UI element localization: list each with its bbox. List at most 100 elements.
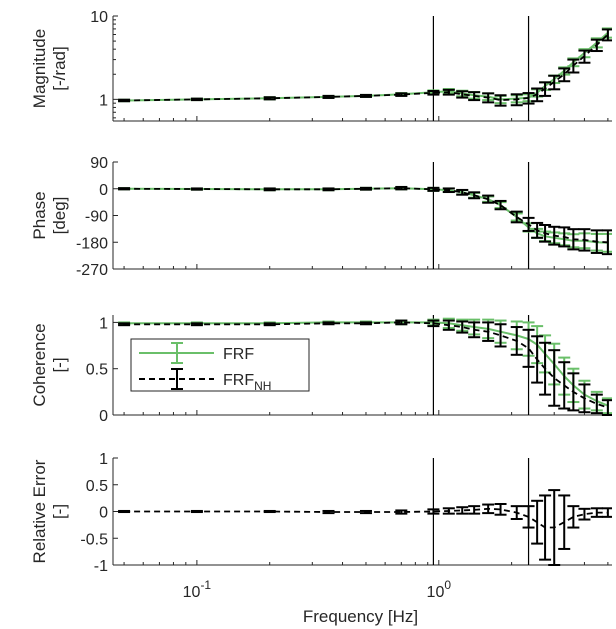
error-bar bbox=[601, 507, 612, 518]
y-tick-label: 0 bbox=[99, 182, 108, 199]
error-bar bbox=[427, 89, 440, 96]
error-bar bbox=[578, 49, 591, 64]
y-tick-label: -270 bbox=[76, 262, 108, 279]
y-tick-label: 1 bbox=[99, 315, 108, 332]
error-bar bbox=[531, 87, 544, 103]
y-tick-label: 1 bbox=[99, 451, 108, 468]
error-bar bbox=[494, 323, 507, 348]
error-bar bbox=[442, 319, 455, 331]
error-bar bbox=[578, 383, 591, 414]
y-tick-label: 0 bbox=[99, 408, 108, 425]
error-bar bbox=[590, 507, 603, 518]
error-bar bbox=[468, 505, 481, 515]
error-bar bbox=[539, 341, 552, 396]
x-tick-label: 100 bbox=[427, 578, 452, 601]
error-bar bbox=[522, 216, 535, 232]
series-line-frf bbox=[124, 31, 609, 102]
error-bar bbox=[558, 226, 571, 248]
legend-box bbox=[130, 338, 310, 392]
panel-coherence: 1 0.5 0 Coherence[-] FRF FRFNH bbox=[30, 315, 612, 425]
error-bar bbox=[322, 94, 335, 99]
error-bar bbox=[567, 58, 580, 74]
series-line-frf_nh bbox=[124, 321, 609, 409]
error-bar bbox=[539, 81, 552, 97]
series-line-frf bbox=[124, 187, 608, 244]
error-bar bbox=[578, 507, 591, 521]
error-bar bbox=[548, 74, 561, 91]
error-bar bbox=[494, 503, 507, 516]
error-bar bbox=[442, 187, 455, 194]
panel-phase: 90 0 -90 -180 -270 Phase[deg] bbox=[30, 155, 612, 279]
y-tick-label: -0.5 bbox=[80, 531, 108, 548]
error-bar bbox=[531, 221, 544, 239]
error-bar bbox=[395, 509, 408, 515]
y-tick-label: 90 bbox=[90, 155, 108, 172]
y-tick-label: 10 bbox=[90, 9, 108, 26]
error-bar bbox=[510, 93, 523, 107]
error-bar bbox=[522, 505, 535, 529]
error-bar bbox=[118, 509, 131, 514]
error-bar bbox=[322, 509, 335, 515]
error-bar bbox=[548, 489, 561, 566]
panel-relative_error: 1 0.5 0 -0.5 -1 Relative Error[-] 10-1 100 Frequ… bbox=[30, 451, 612, 626]
error-bar bbox=[558, 67, 571, 83]
y-tick-label: 0 bbox=[99, 505, 108, 522]
error-bar bbox=[456, 320, 469, 334]
error-bar bbox=[427, 508, 440, 515]
error-bar bbox=[456, 90, 469, 99]
error-bar bbox=[510, 210, 523, 224]
error-bar bbox=[494, 94, 507, 107]
y-tick-label: 0.5 bbox=[86, 478, 108, 495]
error-bar bbox=[359, 509, 372, 515]
legend-entry-frf: FRF bbox=[139, 342, 254, 364]
error-bar bbox=[482, 503, 495, 515]
error-bar bbox=[190, 322, 203, 327]
error-bar bbox=[522, 328, 535, 368]
x-axis-label: Frequency [Hz] bbox=[303, 607, 418, 626]
error-bar bbox=[190, 187, 203, 191]
error-bar bbox=[548, 349, 561, 407]
error-bar bbox=[118, 322, 131, 327]
error-bar bbox=[567, 228, 580, 251]
error-bar bbox=[539, 224, 552, 243]
y-axis-label: Coherence[-] bbox=[30, 323, 69, 406]
error-bar bbox=[482, 321, 495, 342]
error-bar bbox=[442, 88, 455, 96]
error-bar bbox=[427, 319, 440, 328]
error-bar bbox=[359, 93, 372, 98]
y-tick-label: 1 bbox=[99, 92, 108, 109]
error-bar bbox=[442, 507, 455, 515]
series-frf_nh bbox=[118, 319, 612, 416]
error-bar bbox=[359, 186, 372, 191]
error-bar bbox=[359, 321, 372, 326]
error-bar bbox=[263, 187, 276, 192]
error-bar bbox=[468, 191, 481, 200]
error-bar bbox=[395, 319, 408, 326]
legend-label: FRF bbox=[223, 346, 254, 363]
error-bar bbox=[456, 188, 469, 196]
series-frf_nh bbox=[118, 489, 612, 566]
error-bar bbox=[482, 92, 495, 104]
error-bar bbox=[567, 505, 580, 529]
error-bar bbox=[590, 393, 603, 415]
error-bar bbox=[468, 321, 481, 339]
error-bar bbox=[510, 326, 523, 356]
error-bar bbox=[427, 186, 440, 192]
error-bar bbox=[567, 372, 580, 412]
error-bar bbox=[510, 505, 523, 520]
panel-magnitude: 1 10 Magnitude[-/rad] bbox=[30, 9, 612, 122]
error-bar bbox=[395, 92, 408, 97]
error-bar bbox=[548, 225, 561, 246]
error-bar bbox=[263, 509, 276, 514]
y-axis-label: Magnitude[-/rad] bbox=[30, 29, 69, 108]
legend: FRF FRFNH bbox=[130, 338, 310, 393]
error-bar bbox=[322, 187, 335, 192]
error-bar bbox=[263, 322, 276, 327]
y-axis-label: Relative Error[-] bbox=[30, 459, 69, 563]
y-axis-label: Phase[deg] bbox=[30, 191, 69, 239]
error-bar bbox=[558, 494, 571, 550]
legend-entry-frf_nh: FRFNH bbox=[139, 368, 271, 393]
error-bar bbox=[578, 228, 591, 252]
error-bar bbox=[590, 229, 603, 254]
